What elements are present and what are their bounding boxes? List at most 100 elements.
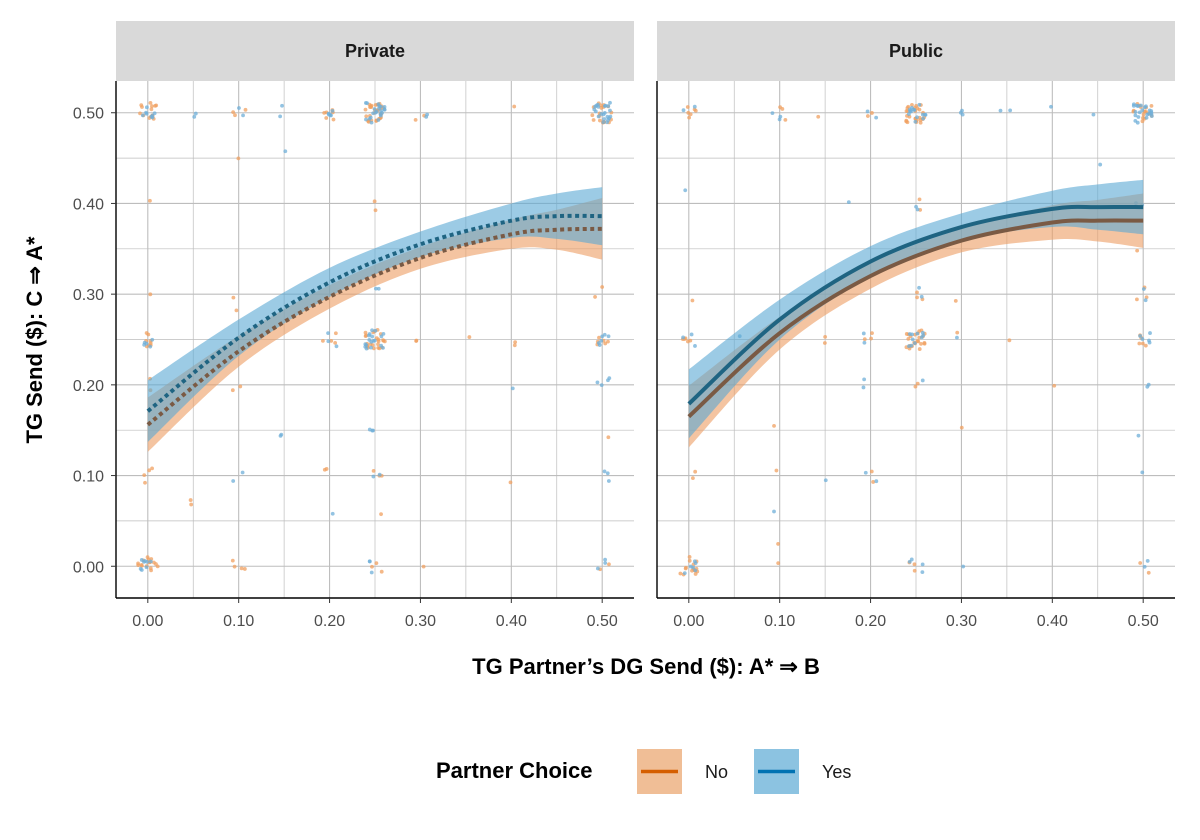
data-point-yes (681, 335, 685, 340)
data-point-no (776, 561, 781, 566)
data-point-yes (1145, 384, 1150, 389)
data-point-yes (910, 337, 915, 342)
data-point-no (239, 566, 244, 571)
data-point-no (148, 566, 153, 571)
data-point-yes (368, 115, 373, 120)
data-point-yes (144, 565, 149, 570)
data-point-no (905, 120, 910, 125)
data-point-yes (364, 117, 368, 122)
data-point-yes (369, 345, 373, 350)
data-point-no (1149, 103, 1154, 108)
panel-private: Private 0.00 0.10 0.20 0.30 0.40 0.50 0.00 0.10 0… (73, 21, 634, 630)
data-point-yes (334, 344, 339, 349)
data-point-yes (778, 114, 783, 119)
data-point-yes (1133, 113, 1138, 118)
data-point-yes (596, 114, 601, 119)
data-point-yes (861, 331, 866, 336)
data-point-yes (914, 204, 918, 209)
data-point-no (910, 102, 914, 107)
data-point-no (919, 342, 923, 346)
data-point-yes (599, 383, 604, 388)
data-point-no (467, 335, 472, 339)
data-point-no (912, 568, 917, 573)
x-tick-label: 0.30 (405, 613, 436, 630)
data-point-no (322, 110, 327, 115)
data-point-yes (592, 107, 597, 112)
data-point-no (597, 118, 602, 123)
data-point-yes (955, 335, 959, 340)
data-point-no (1141, 112, 1146, 117)
data-point-no (597, 335, 601, 340)
data-point-no (915, 295, 919, 300)
data-point-yes (1142, 564, 1147, 569)
data-point-no (512, 343, 517, 348)
data-point-no (242, 567, 247, 571)
data-point-no (953, 298, 958, 303)
data-point-no (413, 118, 418, 122)
data-point-yes (369, 120, 374, 125)
data-point-no (684, 565, 688, 570)
data-point-yes (1049, 104, 1053, 109)
data-point-yes (595, 380, 600, 385)
data-point-no (687, 555, 692, 559)
data-point-no (690, 298, 695, 303)
data-point-no (147, 468, 152, 473)
data-point-yes (597, 343, 602, 347)
data-point-yes (599, 338, 604, 343)
data-point-yes (920, 570, 925, 574)
data-point-yes (682, 571, 687, 576)
data-point-no (372, 199, 377, 204)
y-tick-label: 0.20 (73, 378, 104, 395)
data-point-yes (1138, 334, 1143, 338)
data-point-yes (920, 378, 925, 383)
data-point-no (140, 105, 144, 109)
x-tick-label: 0.50 (587, 613, 618, 630)
data-point-no (376, 346, 381, 350)
data-point-yes (603, 557, 608, 562)
data-point-yes (1136, 433, 1141, 438)
data-point-yes (1133, 118, 1138, 123)
data-point-yes (1136, 115, 1141, 119)
panels-layer: Private 0.00 0.10 0.20 0.30 0.40 0.50 0.00 0.10 0… (73, 21, 1175, 630)
data-point-no (232, 564, 237, 569)
data-point-yes (382, 105, 387, 109)
data-point-no (321, 339, 325, 343)
data-point-yes (140, 113, 145, 118)
data-point-yes (911, 107, 916, 112)
data-point-yes (376, 118, 381, 122)
data-point-no (959, 425, 964, 430)
data-point-yes (1144, 104, 1148, 109)
fit-line-yes (687, 204, 1144, 406)
data-point-yes (602, 469, 607, 474)
data-point-yes (606, 479, 611, 483)
data-point-no (862, 337, 867, 342)
data-point-no (371, 346, 376, 351)
data-point-no (324, 467, 329, 471)
data-point-no (686, 339, 690, 344)
data-point-yes (373, 110, 378, 115)
data-point-yes (371, 474, 376, 479)
data-point-yes (608, 100, 612, 105)
data-point-yes (138, 566, 143, 571)
data-point-yes (910, 332, 914, 337)
data-point-no (379, 512, 383, 517)
data-point-no (869, 469, 874, 474)
data-point-no (139, 562, 144, 567)
data-point-no (780, 107, 785, 111)
data-point-yes (600, 334, 605, 339)
data-point-no (236, 156, 241, 161)
data-point-no (329, 339, 334, 343)
y-tick-label: 0.00 (73, 559, 104, 576)
facet-strip-label: Public (889, 41, 943, 61)
data-point-yes (863, 470, 868, 475)
x-tick-label: 0.00 (132, 613, 163, 630)
data-point-yes (907, 112, 911, 116)
data-point-no (512, 104, 517, 109)
data-point-yes (1098, 162, 1103, 167)
data-point-yes (378, 113, 383, 118)
data-point-yes (683, 188, 688, 193)
x-tick-label: 0.40 (1037, 613, 1068, 630)
legend-title: Partner Choice (436, 758, 593, 783)
data-point-yes (601, 112, 606, 117)
data-point-yes (237, 106, 241, 110)
